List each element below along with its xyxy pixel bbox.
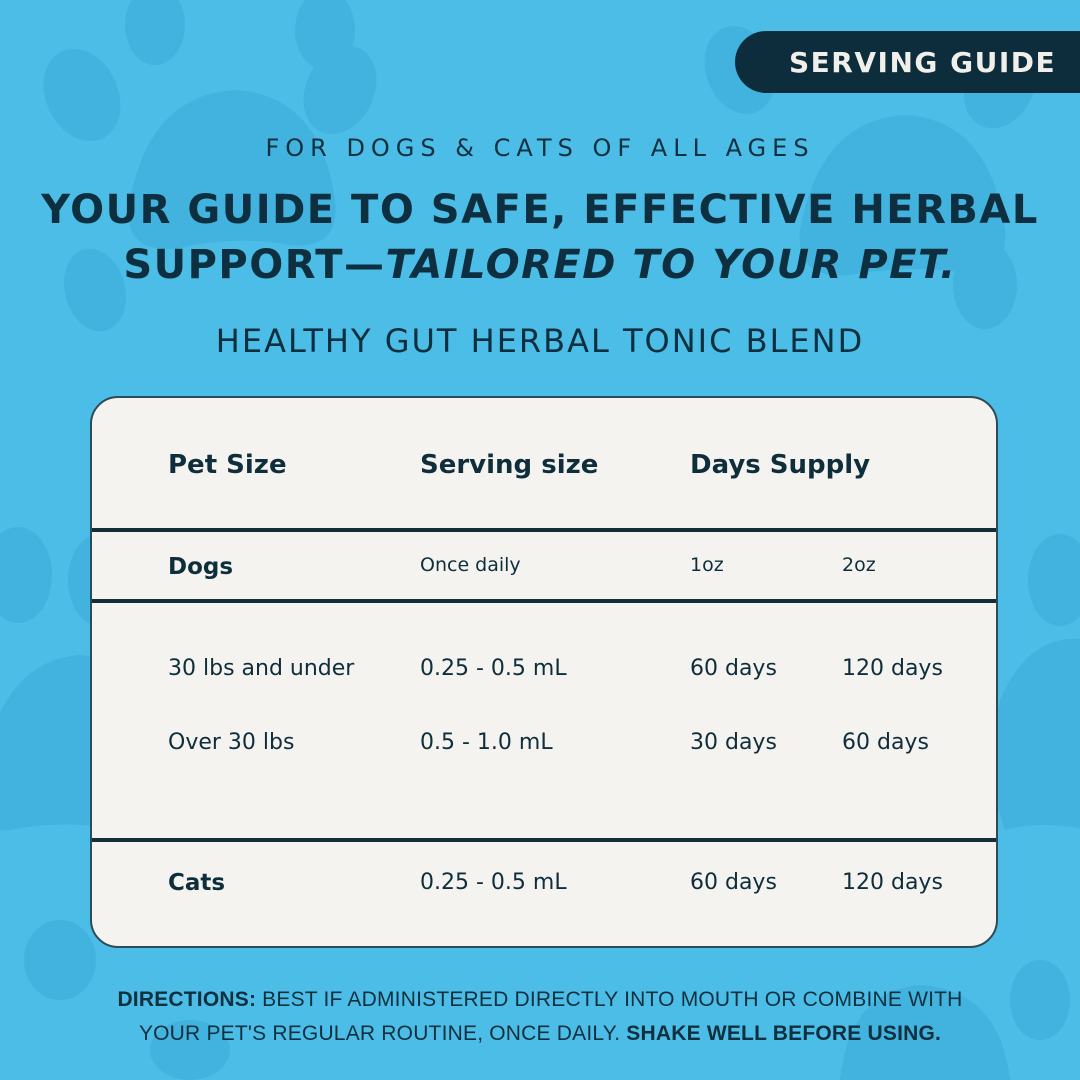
headline-plain: SUPPORT— xyxy=(123,242,386,288)
page-headline: YOUR GUIDE TO SAFE, EFFECTIVE HERBAL SUP… xyxy=(0,183,1080,293)
table-divider xyxy=(92,528,996,532)
serving-cell: 0.5 - 1.0 mL xyxy=(420,730,553,755)
column-header-pet-size: Pet Size xyxy=(168,450,287,480)
bottle-size-1oz: 1oz xyxy=(690,554,724,576)
directions-line-2: YOUR PET'S REGULAR ROUTINE, ONCE DAILY. … xyxy=(0,1017,1080,1051)
serving-cell: 0.25 - 0.5 mL xyxy=(420,870,567,895)
audience-eyebrow: FOR DOGS & CATS OF ALL AGES xyxy=(265,134,815,162)
serving-guide-badge: SERVING GUIDE xyxy=(735,31,1080,93)
column-header-serving-size: Serving size xyxy=(420,450,599,480)
group-label-cats: Cats xyxy=(168,870,226,896)
column-header-days-supply: Days Supply xyxy=(690,450,871,480)
group-label-dogs: Dogs xyxy=(168,554,234,580)
serving-table: Pet Size Serving size Days Supply Dogs O… xyxy=(90,396,998,948)
serving-cell: 0.25 - 0.5 mL xyxy=(420,656,567,681)
directions-line-1: DIRECTIONS: BEST IF ADMINISTERED DIRECTL… xyxy=(0,983,1080,1017)
directions-body-2: YOUR PET'S REGULAR ROUTINE, ONCE DAILY. xyxy=(138,1022,627,1045)
bottle-size-2oz: 2oz xyxy=(842,554,876,576)
badge-label: SERVING GUIDE xyxy=(789,45,1057,79)
supply-1oz-cell: 60 days xyxy=(690,870,777,895)
directions-text: DIRECTIONS: BEST IF ADMINISTERED DIRECTL… xyxy=(0,983,1080,1051)
supply-2oz-cell: 120 days xyxy=(842,870,943,895)
supply-1oz-cell: 30 days xyxy=(690,730,777,755)
table-divider xyxy=(92,838,996,842)
pet-size-cell: 30 lbs and under xyxy=(168,656,355,681)
dogs-frequency: Once daily xyxy=(420,554,521,576)
supply-2oz-cell: 120 days xyxy=(842,656,943,681)
product-name: HEALTHY GUT HERBAL TONIC BLEND xyxy=(215,322,865,360)
supply-2oz-cell: 60 days xyxy=(842,730,929,755)
directions-body-1: BEST IF ADMINISTERED DIRECTLY INTO MOUTH… xyxy=(256,988,963,1011)
directions-label: DIRECTIONS: xyxy=(117,988,257,1011)
headline-emphasis: TAILORED TO YOUR PET. xyxy=(385,242,957,288)
headline-line-1: YOUR GUIDE TO SAFE, EFFECTIVE HERBAL xyxy=(41,187,1039,233)
supply-1oz-cell: 60 days xyxy=(690,656,777,681)
pet-size-cell: Over 30 lbs xyxy=(168,730,295,755)
headline-line-2: SUPPORT—TAILORED TO YOUR PET. xyxy=(0,238,1080,293)
table-divider xyxy=(92,599,996,603)
directions-emphasis: SHAKE WELL BEFORE USING. xyxy=(626,1022,942,1045)
